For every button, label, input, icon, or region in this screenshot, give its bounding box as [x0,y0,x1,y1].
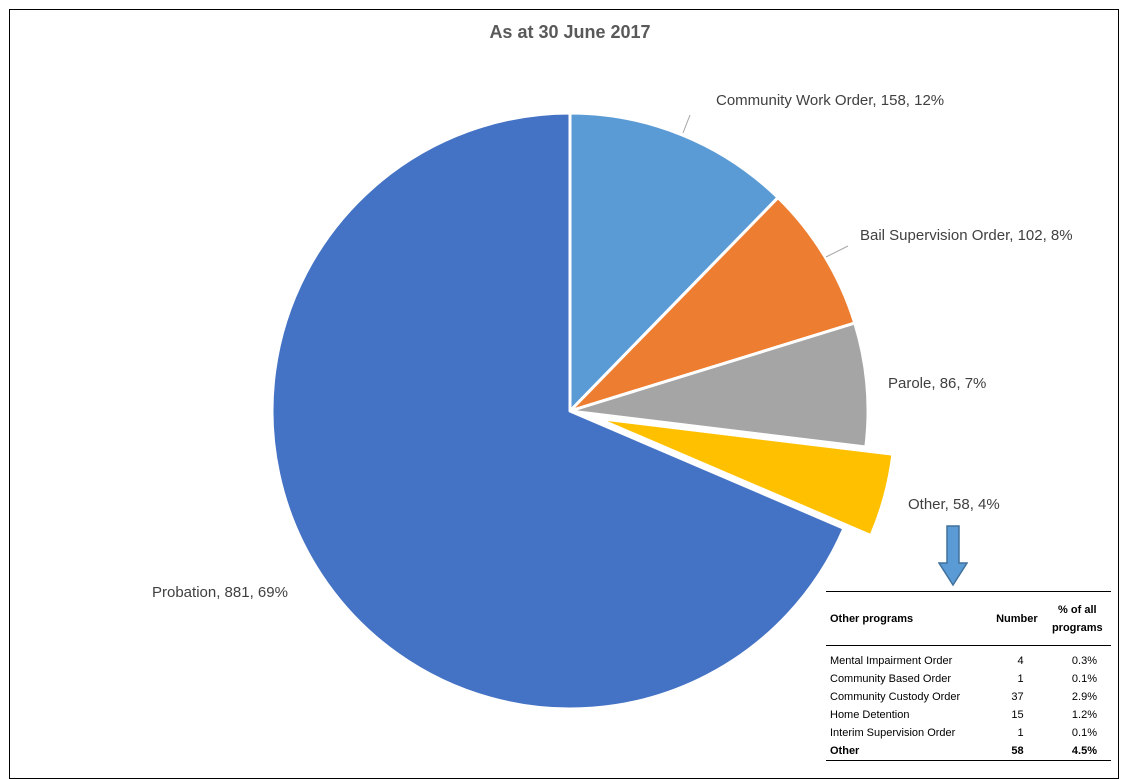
cell-number: 1 [1017,727,1024,739]
other-programs-table: Other programs Number % of all programs … [826,591,1111,761]
pie-slice-parole [568,321,870,449]
table-header-row: Other programs Number % of all programs [826,591,1111,646]
cell-percent: 2.9% [1071,691,1097,703]
cell-program: Home Detention [830,709,910,721]
header-percent: % of all programs [1043,591,1111,646]
total-percent: 4.5% [1043,742,1111,761]
cell-program: Community Based Order [830,673,952,685]
table-body: Mental Impairment Order 4 0.3% Community Ba… [826,646,1111,761]
slice-label-bail-supervision-order: Bail Supervision Order, 102, 8% [860,227,1073,244]
cell-program: Interim Supervision Order [830,727,956,739]
table-row: Community Based Order 1 0.1% [826,670,1111,688]
total-program: Other [826,742,985,761]
cell-number: 4 [1017,655,1024,667]
cell-number: 37 [1011,691,1024,703]
pie-slices [270,111,895,711]
pie-slice-bail-supervision-order [568,196,857,413]
leader-line [825,245,849,258]
table-row: Mental Impairment Order 4 0.3% [826,646,1111,671]
pie-slice-probation [270,111,846,711]
slice-label-probation: Probation, 881, 69% [152,584,288,601]
cell-percent: 1.2% [1071,709,1097,721]
total-number: 58 [984,742,1044,761]
table-total-row: Other 58 4.5% [826,742,1111,761]
header-percent-line2: programs [1051,621,1103,634]
pie-slice-community-work-order [568,111,780,413]
header-number: Number [984,591,1044,646]
slice-label-community-work-order: Community Work Order, 158, 12% [716,92,944,109]
table-row: Interim Supervision Order 1 0.1% [826,724,1111,742]
slice-labels: Community Work Order, 158, 12% Bail Super… [152,92,1073,601]
table-row: Home Detention 15 1.2% [826,706,1111,724]
cell-program: Community Custody Order [830,691,961,703]
cell-percent: 0.1% [1071,673,1097,685]
leader-line [682,114,691,134]
cell-percent: 0.1% [1071,727,1097,739]
header-percent-line1: % of all [1058,603,1097,616]
table-row: Community Custody Order 37 2.9% [826,688,1111,706]
pie-slice-other [595,416,895,538]
down-arrow-icon [938,525,968,587]
cell-program: Mental Impairment Order [830,655,953,667]
slice-label-other: Other, 58, 4% [908,496,1000,513]
cell-number: 15 [1011,709,1024,721]
cell-number: 1 [1017,673,1024,685]
chart-title: As at 30 June 2017 [489,22,650,42]
header-program: Other programs [826,591,985,646]
slice-label-parole: Parole, 86, 7% [888,375,986,392]
cell-percent: 0.3% [1071,655,1097,667]
